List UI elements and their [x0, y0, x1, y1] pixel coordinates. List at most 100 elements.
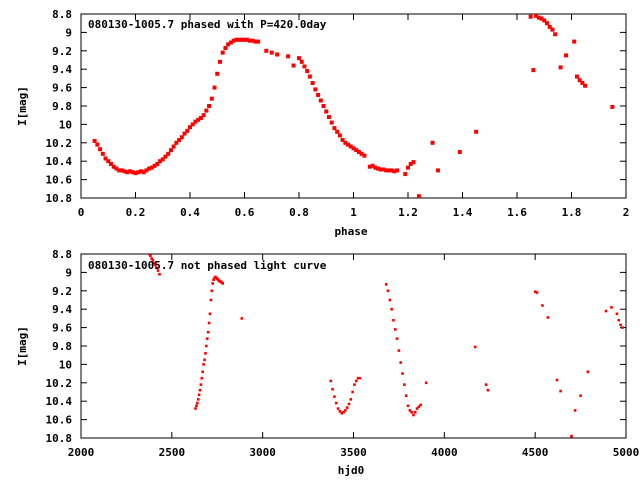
data-point	[473, 345, 477, 349]
y-tick-label: 10.6	[46, 174, 73, 187]
data-point	[240, 317, 244, 320]
data-point	[149, 254, 152, 258]
data-point	[419, 403, 423, 407]
data-point	[217, 59, 222, 64]
data-point	[353, 383, 356, 386]
data-point	[198, 388, 202, 392]
data-point	[231, 38, 236, 43]
data-point	[358, 376, 362, 380]
data-point	[351, 390, 354, 394]
data-point	[392, 169, 397, 174]
y-tick-label: 9	[65, 26, 72, 39]
data-point	[168, 148, 173, 153]
data-point	[610, 104, 615, 109]
data-point	[205, 344, 208, 348]
data-point	[356, 376, 360, 380]
data-point	[347, 402, 351, 406]
y-tick-label: 10.4	[46, 155, 73, 168]
data-point	[166, 151, 171, 156]
data-point	[344, 409, 347, 412]
y-tick-label: 10.6	[46, 414, 73, 427]
data-point	[150, 257, 153, 260]
data-point	[155, 161, 160, 166]
data-point	[264, 48, 269, 53]
data-point	[215, 71, 220, 76]
data-point	[404, 394, 408, 397]
data-point	[201, 370, 205, 374]
data-point	[158, 272, 161, 276]
y-tick-label: 9.8	[52, 100, 72, 113]
y-axis-label: I[mag]	[16, 86, 29, 126]
data-point	[250, 38, 255, 43]
plot-frame	[80, 253, 627, 439]
x-tick-label: 1.4	[453, 206, 473, 219]
data-point	[386, 168, 391, 173]
data-point	[228, 40, 233, 45]
y-tick-label: 9	[65, 266, 72, 279]
x-axis-label: hjd0	[338, 464, 365, 477]
data-point	[399, 361, 403, 364]
data-point	[531, 68, 536, 73]
y-tick-label: 9.2	[52, 285, 72, 298]
data-point	[130, 170, 135, 175]
data-point	[208, 312, 212, 316]
data-point	[547, 24, 552, 29]
y-tick-label: 9.6	[52, 82, 72, 95]
data-point	[92, 138, 97, 143]
data-point	[174, 140, 179, 145]
data-point	[424, 381, 428, 385]
data-point	[397, 349, 401, 352]
data-point	[324, 109, 329, 114]
data-point	[103, 156, 108, 161]
data-point	[210, 289, 214, 293]
data-point	[197, 393, 201, 397]
data-point	[373, 165, 378, 170]
data-point	[349, 398, 353, 401]
data-point	[392, 318, 395, 322]
data-point	[326, 115, 331, 120]
data-point	[204, 108, 209, 113]
data-point	[378, 167, 383, 172]
data-point	[457, 150, 462, 154]
data-point	[202, 363, 205, 366]
data-point	[610, 306, 613, 309]
x-tick-label: 4500	[522, 446, 549, 459]
data-point	[207, 321, 211, 325]
y-tick-label: 9.4	[52, 63, 72, 76]
data-point	[586, 370, 590, 374]
data-point	[403, 172, 408, 177]
data-point	[154, 263, 157, 267]
y-tick-label: 8.8	[52, 248, 72, 261]
data-point	[370, 163, 375, 168]
data-point	[291, 63, 296, 68]
data-point	[528, 14, 533, 19]
data-point	[114, 166, 119, 171]
data-point	[533, 290, 537, 294]
data-point	[542, 18, 547, 23]
data-point	[342, 410, 345, 414]
data-point	[338, 410, 342, 413]
data-point	[621, 326, 624, 329]
data-point	[204, 352, 207, 355]
data-point	[555, 378, 559, 382]
y-tick-label: 9.4	[52, 303, 72, 316]
data-point	[579, 394, 582, 397]
data-point	[417, 405, 421, 409]
data-point	[286, 54, 291, 59]
data-point	[156, 269, 160, 272]
data-point	[205, 337, 209, 340]
x-tick-label: 1.2	[398, 206, 418, 219]
data-point	[333, 395, 336, 398]
data-point	[430, 140, 435, 145]
data-point	[346, 142, 351, 147]
y-tick-label: 9.2	[52, 45, 72, 58]
data-point	[212, 278, 215, 282]
data-point	[141, 170, 146, 175]
x-tick-label: 0	[78, 206, 85, 219]
data-point	[302, 64, 307, 69]
data-point	[125, 170, 130, 175]
data-point	[108, 161, 113, 166]
x-tick-label: 3500	[340, 446, 367, 459]
